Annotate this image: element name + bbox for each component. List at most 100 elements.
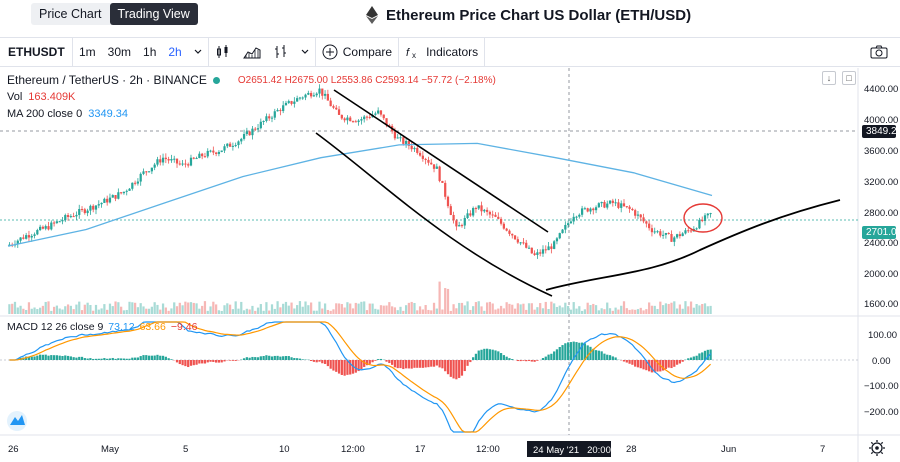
time-tick: Jun bbox=[721, 444, 736, 455]
candle-body bbox=[458, 225, 461, 227]
style-dropdown[interactable] bbox=[295, 38, 315, 66]
macd-histogram-bar bbox=[192, 360, 195, 366]
legend-ma-row[interactable]: MA 200 close 0 3349.34 bbox=[7, 106, 496, 123]
volume-bar bbox=[421, 309, 424, 314]
volume-bar bbox=[33, 307, 36, 314]
candle-body bbox=[89, 205, 92, 211]
candle-body bbox=[430, 162, 433, 165]
volume-bar bbox=[474, 302, 478, 314]
volume-bar bbox=[488, 301, 492, 314]
candle-body bbox=[304, 94, 307, 98]
macd-histogram-bar bbox=[301, 359, 304, 360]
macd-histogram-bar bbox=[170, 359, 173, 360]
candle-body bbox=[301, 97, 304, 99]
candle-body bbox=[47, 226, 50, 230]
volume-bar bbox=[709, 305, 712, 314]
time-tick: 10 bbox=[279, 444, 290, 455]
macd-legend[interactable]: MACD 12 26 close 9 73.12 63.66 −9.46 bbox=[7, 321, 197, 333]
maximize-icon[interactable]: □ bbox=[842, 71, 856, 85]
candle-body bbox=[248, 131, 251, 136]
volume-bar bbox=[684, 301, 687, 314]
volume-bar bbox=[603, 309, 606, 314]
volume-bar bbox=[256, 307, 260, 314]
interval-2h[interactable]: 2h bbox=[168, 45, 182, 59]
candles-style-button[interactable] bbox=[209, 38, 237, 66]
candle-body bbox=[594, 207, 598, 211]
volume-bar bbox=[631, 309, 634, 314]
area-style-button[interactable] bbox=[237, 38, 267, 66]
candle-body bbox=[290, 101, 293, 104]
indicators-button[interactable]: f x Indicators bbox=[399, 38, 484, 66]
macd-histogram-bar bbox=[404, 360, 408, 369]
macd-histogram-bar bbox=[709, 349, 712, 360]
candle-body bbox=[446, 196, 450, 207]
screenshot-button[interactable] bbox=[864, 38, 894, 66]
candle-body bbox=[351, 121, 355, 123]
arrow-down-icon[interactable]: ↓ bbox=[822, 71, 836, 85]
candle-body bbox=[44, 226, 47, 229]
macd-histogram-bar bbox=[522, 360, 525, 361]
volume-bar bbox=[650, 305, 654, 314]
macd-histogram-bar bbox=[209, 360, 212, 362]
bars-icon bbox=[274, 45, 286, 58]
macd-histogram-bar bbox=[650, 360, 654, 373]
macd-histogram-bar bbox=[371, 360, 374, 363]
tab-trading-view[interactable]: Trading View bbox=[109, 3, 198, 25]
volume-bar bbox=[416, 310, 419, 314]
volume-bar bbox=[659, 301, 662, 314]
interval-1m[interactable]: 1m bbox=[79, 45, 96, 59]
macd-histogram-bar bbox=[634, 360, 637, 367]
interval-1h[interactable]: 1h bbox=[143, 45, 157, 59]
candle-body bbox=[198, 153, 201, 159]
bars-style-button[interactable] bbox=[267, 38, 295, 66]
macd-histogram-bar bbox=[592, 348, 595, 360]
candle-body bbox=[463, 217, 466, 226]
candle-body bbox=[156, 159, 159, 165]
tab-price-chart[interactable]: Price Chart bbox=[39, 7, 102, 21]
volume-bar bbox=[458, 302, 461, 314]
candle-body bbox=[698, 219, 701, 229]
chart-toolbar: ETHUSDT 1m 30m 1h 2h Compare f bbox=[0, 37, 900, 67]
candle-body bbox=[695, 228, 698, 230]
candles-icon bbox=[216, 45, 228, 58]
volume-bar bbox=[391, 306, 394, 314]
compare-button[interactable]: Compare bbox=[316, 38, 398, 66]
candle-body bbox=[69, 216, 72, 218]
interval-dropdown[interactable] bbox=[188, 38, 208, 66]
macd-histogram-bar bbox=[61, 356, 64, 360]
macd-histogram-bar bbox=[161, 355, 165, 360]
volume-bar bbox=[75, 304, 78, 314]
symbol-search[interactable]: ETHUSDT bbox=[8, 45, 65, 59]
candle-body bbox=[631, 208, 634, 211]
candle-body bbox=[404, 140, 408, 144]
macd-histogram-bar bbox=[410, 360, 413, 369]
gear-icon[interactable] bbox=[869, 440, 885, 456]
candle-body bbox=[234, 145, 237, 147]
volume-bar bbox=[52, 306, 56, 314]
macd-histogram-bar bbox=[569, 342, 573, 360]
macd-histogram-bar bbox=[203, 360, 207, 364]
candle-body bbox=[539, 252, 542, 254]
macd-tick: −100.00 bbox=[864, 381, 899, 392]
volume-bar bbox=[636, 309, 640, 314]
macd-histogram-bar bbox=[639, 360, 642, 369]
macd-tick: −200.00 bbox=[864, 407, 899, 418]
macd-histogram-bar bbox=[622, 360, 626, 362]
legend-volume-row[interactable]: Vol 163.409K bbox=[7, 89, 496, 106]
volume-bar bbox=[628, 309, 631, 314]
candle-body bbox=[159, 159, 162, 163]
candle-body bbox=[480, 205, 483, 212]
candle-body bbox=[94, 205, 98, 210]
macd-histogram-bar bbox=[427, 360, 430, 368]
volume-bar bbox=[368, 303, 371, 314]
volume-bar bbox=[511, 304, 514, 314]
price-chart[interactable]: 4400.00 4000.00 3600.00 3200.00 2800.00 … bbox=[0, 68, 900, 462]
interval-30m[interactable]: 30m bbox=[107, 45, 132, 59]
candle-body bbox=[33, 234, 36, 236]
volume-bar bbox=[106, 309, 109, 314]
candle-body bbox=[466, 213, 469, 218]
legend-pair[interactable]: Ethereum / TetherUS · 2h · BINANCE bbox=[7, 73, 207, 87]
macd-histogram-bar bbox=[189, 360, 193, 366]
volume-bar bbox=[349, 303, 352, 314]
volume-bar bbox=[648, 302, 651, 314]
